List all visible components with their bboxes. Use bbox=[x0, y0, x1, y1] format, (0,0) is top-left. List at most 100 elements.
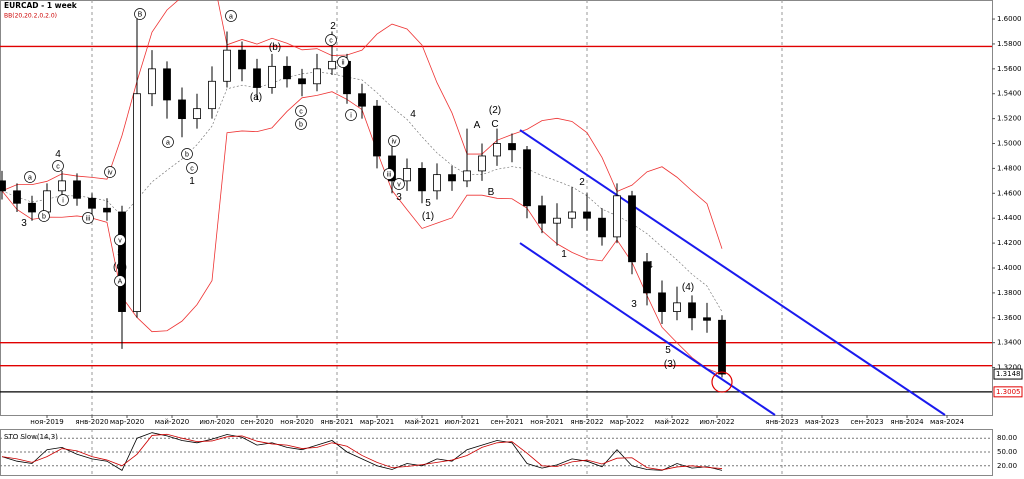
wave-label: 4 bbox=[647, 260, 653, 271]
chart-title: EURCAD - 1 week bbox=[4, 1, 78, 10]
candle-body bbox=[223, 49, 231, 82]
wave-label: a bbox=[229, 13, 233, 20]
candle-body bbox=[478, 155, 486, 172]
candle-body bbox=[163, 68, 171, 101]
x-tick-label: ноя-2021 bbox=[530, 418, 563, 426]
x-tick-label: июл-2020 bbox=[199, 418, 234, 426]
candle-body bbox=[628, 195, 636, 263]
x-tick-label: янв-2024 bbox=[890, 418, 924, 426]
wave-label: A bbox=[118, 278, 123, 285]
candle-body bbox=[463, 170, 471, 182]
wave-label: b bbox=[185, 151, 189, 158]
candle-body bbox=[358, 93, 366, 107]
wave-circle bbox=[225, 10, 237, 22]
wave-label: 3 bbox=[631, 299, 637, 310]
x-tick-label: мар-2021 bbox=[360, 418, 394, 426]
wave-label: (4) bbox=[682, 282, 694, 293]
price-tag bbox=[993, 368, 1023, 380]
wave-label: A bbox=[474, 120, 481, 131]
candle-body bbox=[73, 180, 81, 199]
wave-label: B bbox=[488, 187, 495, 198]
wave-label: a bbox=[166, 139, 170, 146]
wave-label: 5 bbox=[425, 198, 431, 209]
y-tick-label: 1.3400 bbox=[997, 339, 1022, 347]
wave-label: i bbox=[62, 197, 64, 204]
x-tick-label: янв-2022 bbox=[570, 418, 603, 426]
candle-body bbox=[103, 207, 111, 213]
candle-body bbox=[283, 65, 291, 80]
candle-body bbox=[58, 180, 66, 192]
wave-circle bbox=[52, 160, 64, 172]
sto-tick-label: 20.00 bbox=[997, 462, 1017, 470]
channel-line bbox=[519, 129, 946, 416]
x-tick-label: сен-2020 bbox=[240, 418, 273, 426]
wave-label: iv bbox=[391, 138, 397, 145]
price-panel bbox=[0, 0, 993, 416]
y-tick-label: 1.4600 bbox=[997, 189, 1022, 197]
candle-body bbox=[703, 317, 711, 321]
candle-body bbox=[658, 292, 666, 312]
wave-label: (3) bbox=[664, 359, 676, 370]
y-tick-label: 1.5600 bbox=[997, 65, 1022, 73]
x-tick-label: янв-2020 bbox=[75, 418, 108, 426]
candle-body bbox=[688, 302, 696, 319]
y-tick-label: 1.6000 bbox=[997, 15, 1022, 23]
x-tick-label: янв-2021 bbox=[320, 418, 353, 426]
wave-circle bbox=[114, 275, 126, 287]
candle-body bbox=[253, 68, 261, 88]
sto-tick-label: 50.00 bbox=[997, 448, 1017, 456]
wave-circle bbox=[186, 162, 198, 174]
wave-circle bbox=[295, 118, 307, 130]
wave-label: c bbox=[56, 163, 60, 170]
wave-label: B bbox=[138, 11, 143, 18]
price-tag-label: 1.3005 bbox=[996, 388, 1021, 396]
wave-label: c bbox=[329, 37, 333, 44]
wave-label: C bbox=[491, 119, 498, 130]
y-tick-label: 1.3200 bbox=[997, 364, 1022, 372]
wave-label: c bbox=[190, 165, 194, 172]
wave-label: c bbox=[299, 108, 303, 115]
x-tick-label: июл-2022 bbox=[699, 418, 734, 426]
y-tick-label: 1.3800 bbox=[997, 289, 1022, 297]
candle-body bbox=[568, 211, 576, 219]
wave-circle bbox=[337, 56, 349, 68]
wave-label: 4 bbox=[410, 109, 416, 120]
x-tick-label: май-2021 bbox=[405, 418, 439, 426]
wave-label: (2) bbox=[489, 105, 501, 116]
candle-body bbox=[523, 149, 531, 207]
wave-label: 3 bbox=[396, 192, 402, 203]
wave-label: 2 bbox=[579, 177, 585, 188]
wave-label: 4 bbox=[55, 149, 61, 160]
wave-label: a bbox=[28, 174, 32, 181]
x-tick-label: мая-2023 bbox=[805, 418, 839, 426]
wave-label: 3 bbox=[21, 218, 27, 229]
wave-label: 2 bbox=[330, 21, 336, 32]
wave-label: b bbox=[299, 121, 303, 128]
candle-body bbox=[43, 190, 51, 213]
candle-body bbox=[643, 261, 651, 294]
highlight-circle bbox=[711, 371, 733, 393]
y-tick-label: 1.3600 bbox=[997, 314, 1022, 322]
wave-circle bbox=[325, 34, 337, 46]
wave-label: 5 bbox=[117, 248, 123, 259]
wave-circle bbox=[114, 234, 126, 246]
wave-label: i bbox=[350, 112, 352, 119]
wave-label: (b) bbox=[269, 42, 281, 53]
bb-upper bbox=[1, 0, 723, 249]
candle-body bbox=[28, 202, 36, 213]
wave-circle bbox=[388, 135, 400, 147]
wave-label: v bbox=[118, 237, 122, 244]
y-tick-label: 1.5800 bbox=[997, 40, 1022, 48]
sto-title: STO Slow(14,3) bbox=[4, 433, 58, 441]
channel-line bbox=[519, 242, 776, 416]
wave-circle bbox=[38, 210, 50, 222]
candle-body bbox=[238, 49, 246, 70]
wave-circle bbox=[134, 8, 146, 20]
wave-circle bbox=[345, 109, 357, 121]
candle-body bbox=[88, 197, 96, 209]
candle-body bbox=[598, 217, 606, 238]
wave-circle bbox=[181, 148, 193, 160]
x-tick-label: янв-2023 bbox=[765, 418, 798, 426]
y-tick-label: 1.5000 bbox=[997, 140, 1022, 148]
wave-circle bbox=[24, 171, 36, 183]
